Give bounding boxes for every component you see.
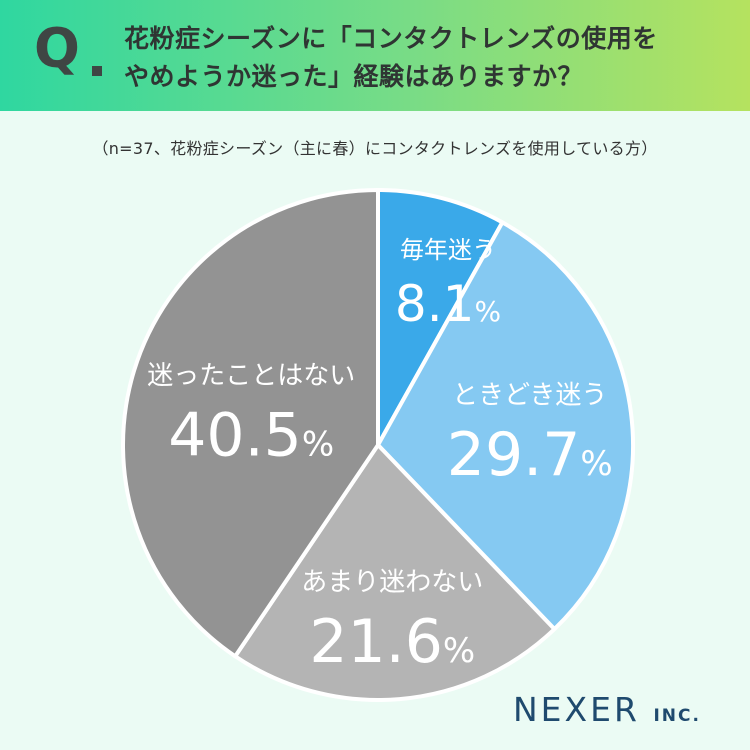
q-dot: [92, 66, 102, 76]
slice-value-4: 40.5%: [168, 400, 334, 470]
pie-slice-2: [375, 219, 635, 632]
logo-name: NEXER: [513, 690, 640, 729]
question-header: Q 花粉症シーズンに「コンタクトレンズの使用を やめようか迷った」経験はあります…: [0, 0, 750, 111]
pie-slices: [121, 187, 635, 702]
pie-slice-1: [376, 187, 506, 453]
slice-value-3: 21.6%: [309, 607, 475, 677]
q-letter: Q: [34, 17, 80, 80]
question-line-2: やめようか迷った」経験はありますか？: [124, 62, 584, 91]
pie-labels: 毎年迷う 8.1% ときどき迷う 29.7% あまり迷わない 21.6% 迷ったことはない 4…: [147, 236, 613, 677]
sample-note: （n=37、花粉症シーズン（主に春）にコンタクトレンズを使用している方）: [92, 139, 658, 158]
slice-label-4: 迷ったことはない: [147, 361, 355, 391]
pie-slice-3: [232, 441, 558, 702]
question-line-1: 花粉症シーズンに「コンタクトレンズの使用を: [124, 24, 658, 53]
pie-slice-4: [121, 187, 380, 660]
slice-label-1: 毎年迷う: [400, 236, 496, 264]
slice-value-1: 8.1%: [395, 275, 501, 333]
company-logo: NEXER INC.: [513, 690, 701, 729]
logo-suffix: INC.: [653, 706, 701, 726]
question-text: 花粉症シーズンに「コンタクトレンズの使用を やめようか迷った」経験はありますか？: [124, 20, 734, 96]
slice-label-2: ときどき迷う: [452, 381, 607, 411]
slice-label-3: あまり迷わない: [301, 568, 483, 598]
slice-value-2: 29.7%: [447, 420, 613, 490]
